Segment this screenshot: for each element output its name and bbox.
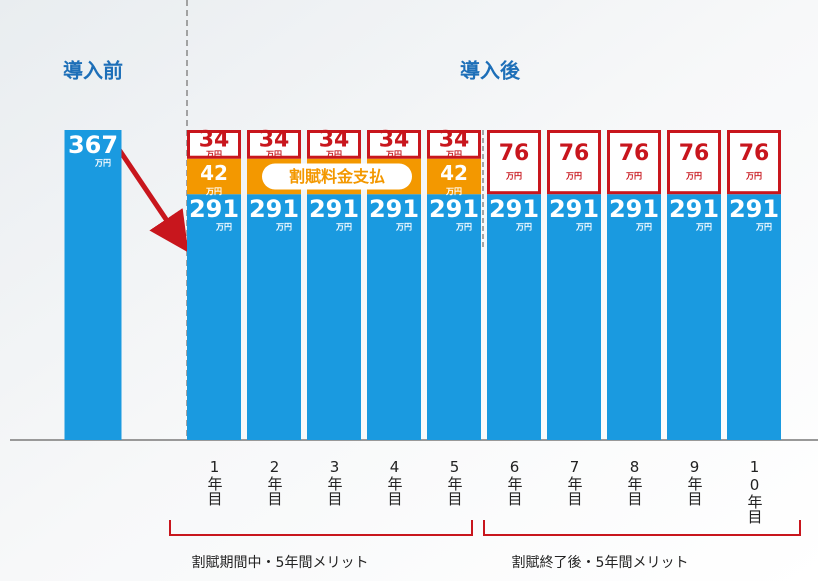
value-label: 291	[309, 195, 359, 223]
unit-label: 万円	[265, 150, 282, 159]
unit-label: 万円	[94, 159, 111, 168]
value-label: 291	[189, 195, 239, 223]
bar-segment	[487, 194, 541, 440]
annotation: 割賦料金支払	[289, 167, 385, 186]
bar-segment	[307, 194, 361, 440]
unit-label: 万円	[205, 150, 222, 159]
value-label: 34	[379, 127, 410, 152]
bracket-label: 割賦終了後・5年間メリット	[512, 554, 689, 571]
bracket-label: 割賦期間中・5年間メリット	[192, 554, 369, 571]
value-label: 291	[729, 195, 779, 223]
value-label: 291	[549, 195, 599, 223]
group-label: 導入後	[460, 59, 521, 83]
value-label: 76	[499, 141, 530, 166]
x-tick-label: 3年目	[326, 458, 344, 506]
unit-label: 万円	[695, 223, 712, 232]
unit-label: 万円	[275, 223, 292, 232]
value-label: 291	[369, 195, 419, 223]
value-label: 291	[669, 195, 719, 223]
bar-segment	[247, 194, 301, 440]
value-label: 291	[489, 195, 539, 223]
value-label: 291	[609, 195, 659, 223]
x-tick-label: 6年目	[506, 458, 524, 506]
value-label: 76	[679, 141, 710, 166]
value-label: 291	[429, 195, 479, 223]
value-label: 34	[319, 127, 350, 152]
unit-label: 万円	[455, 223, 472, 232]
x-tick-label: 2年目	[266, 458, 284, 506]
unit-label: 万円	[635, 223, 652, 232]
x-tick-label: 4年目	[386, 458, 404, 506]
unit-label: 万円	[685, 172, 702, 181]
value-label: 76	[739, 141, 770, 166]
value-label: 42	[440, 161, 468, 185]
unit-label: 万円	[755, 223, 772, 232]
x-tick-label: 7年目	[566, 458, 584, 506]
x-tick-label: 10年目	[746, 458, 764, 524]
unit-label: 万円	[325, 150, 342, 159]
unit-label: 万円	[395, 223, 412, 232]
group-label: 導入前	[63, 59, 123, 83]
unit-label: 万円	[625, 172, 642, 181]
value-label: 34	[439, 127, 470, 152]
bar-segment	[667, 194, 721, 440]
x-tick-label: 9年目	[686, 458, 704, 506]
unit-label: 万円	[745, 172, 762, 181]
unit-label: 万円	[445, 187, 462, 196]
bar-segment	[187, 194, 241, 440]
unit-label: 万円	[385, 150, 402, 159]
bar-segment	[367, 194, 421, 440]
value-label: 291	[249, 195, 299, 223]
value-label: 42	[200, 161, 228, 185]
x-tick-label: 1年目	[206, 458, 224, 506]
x-tick-label: 5年目	[446, 458, 464, 506]
chart: 導入前 導入後 割賦期間中・5年間メリット 割賦終了後・5年間メリット 367万…	[0, 0, 818, 581]
page: 導入前 導入後 割賦期間中・5年間メリット 割賦終了後・5年間メリット 367万…	[0, 0, 818, 581]
value-label: 76	[619, 141, 650, 166]
unit-label: 万円	[205, 187, 222, 196]
bar-segment	[547, 194, 601, 440]
unit-label: 万円	[335, 223, 352, 232]
value-label: 34	[259, 127, 290, 152]
value-label: 367	[68, 131, 118, 159]
bar-segment	[427, 194, 481, 440]
x-tick-label: 8年目	[626, 458, 644, 506]
bar-segment	[607, 194, 661, 440]
bar-segment	[727, 194, 781, 440]
unit-label: 万円	[565, 172, 582, 181]
unit-label: 万円	[215, 223, 232, 232]
unit-label: 万円	[505, 172, 522, 181]
unit-label: 万円	[515, 223, 532, 232]
unit-label: 万円	[445, 150, 462, 159]
bar-segment	[65, 130, 122, 440]
unit-label: 万円	[575, 223, 592, 232]
value-label: 76	[559, 141, 590, 166]
value-label: 34	[199, 127, 230, 152]
